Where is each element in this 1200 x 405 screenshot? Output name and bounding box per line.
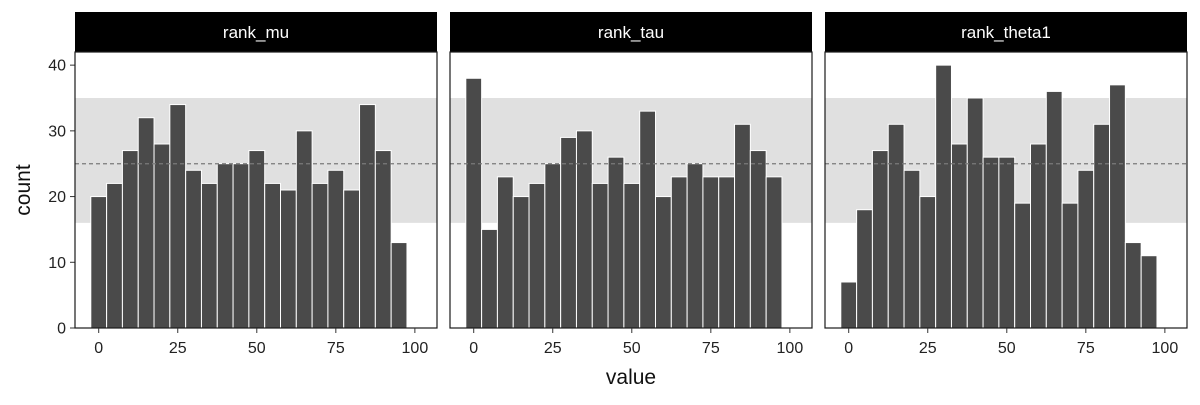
x-tick-label: 75 [327, 340, 345, 357]
histogram-bar [1124, 242, 1142, 329]
histogram-bar [465, 77, 483, 329]
histogram-bar [1093, 123, 1111, 329]
y-tick-label: 30 [48, 123, 66, 140]
x-tick-label: 75 [1077, 340, 1095, 357]
histogram-bar [1109, 84, 1126, 329]
panel-rank-theta1: rank_theta1 0 25 50 75 100 [824, 12, 1188, 357]
x-tick-label: 25 [169, 340, 187, 357]
histogram-bar [670, 176, 688, 329]
histogram-bar [639, 110, 657, 329]
x-tick-label: 50 [623, 340, 641, 357]
histogram-bar [1077, 169, 1095, 329]
x-tick-label: 0 [469, 340, 478, 357]
histogram-bar [919, 196, 937, 329]
histogram-bar [327, 169, 345, 329]
y-axis-title: count [12, 164, 35, 216]
x-tick-label: 0 [94, 340, 103, 357]
x-tick-label: 100 [1152, 340, 1179, 357]
strip-label: rank_mu [223, 23, 289, 42]
histogram-bar [560, 136, 577, 329]
panel-border [449, 51, 813, 329]
y-tick-label: 10 [48, 255, 66, 272]
histogram-bar [169, 104, 187, 329]
x-tick-label: 75 [702, 340, 720, 357]
histogram-bar [623, 182, 641, 329]
histogram-bar [544, 163, 562, 329]
histogram-bar [982, 156, 1000, 329]
x-tick-label: 100 [777, 340, 804, 357]
panel-rank-tau: rank_tau 0 25 50 75 100 [449, 12, 813, 357]
histogram-bar [106, 182, 123, 329]
histogram-bar [232, 163, 250, 329]
histogram-bar [1061, 202, 1079, 329]
histogram-bar [718, 176, 736, 329]
histogram-bar [481, 228, 498, 329]
histogram-bar [153, 143, 171, 329]
panel-rank-mu: rank_mu 0 25 50 75 100 [74, 12, 438, 357]
histogram-bar [998, 156, 1016, 329]
histogram-bar [359, 104, 376, 329]
y-tick-label: 0 [57, 321, 66, 338]
strip-label: rank_theta1 [961, 23, 1051, 42]
histogram-bar [856, 209, 873, 329]
strip-label: rank_tau [598, 23, 664, 42]
histogram-bar [295, 130, 313, 329]
histogram-bar [887, 123, 905, 329]
histogram-bar [686, 163, 704, 329]
panel-border [824, 51, 1188, 329]
histogram-bar [702, 176, 720, 329]
histogram-bar [248, 150, 266, 329]
histogram-bar [575, 130, 593, 329]
histogram-bar [216, 163, 234, 329]
histogram-bar [343, 189, 361, 329]
histogram-bar [512, 196, 530, 329]
histogram-bar [734, 123, 751, 329]
histogram-bar [903, 169, 921, 329]
y-tick-label: 20 [48, 189, 66, 206]
x-tick-label: 0 [844, 340, 853, 357]
histogram-bar [390, 242, 408, 329]
histogram-bar [840, 281, 858, 329]
histogram-bar [1014, 202, 1032, 329]
histogram-bar [1030, 143, 1047, 329]
x-tick-label: 25 [544, 340, 562, 357]
histogram-bar [137, 117, 155, 329]
histogram-bar [765, 176, 783, 329]
histogram-bar [749, 150, 767, 329]
histogram-bar [950, 143, 968, 329]
histogram-bar [966, 97, 984, 329]
histogram-bar [591, 182, 609, 329]
histogram-bar [311, 182, 329, 329]
histogram-bar [528, 182, 546, 329]
histogram-bar [607, 156, 625, 329]
histogram-bar [374, 150, 392, 329]
histogram-bar [1140, 255, 1158, 329]
strip-header [75, 12, 437, 52]
x-tick-label: 25 [919, 340, 937, 357]
histogram-bar [280, 189, 297, 329]
panel-border [74, 51, 438, 329]
histogram-bar [871, 150, 889, 329]
panels: 0 10 20 30 40 rank_mu 0 25 50 75 100 rank_tau 0 25 50 7… [48, 12, 1188, 357]
x-tick-label: 50 [248, 340, 266, 357]
strip-header [825, 12, 1187, 52]
histogram-bar [185, 169, 202, 329]
x-tick-label: 50 [998, 340, 1016, 357]
x-tick-label: 100 [402, 340, 429, 357]
strip-header [450, 12, 812, 52]
histogram-bar [264, 182, 282, 329]
histogram-bar [1045, 90, 1063, 329]
histogram-bar [121, 150, 139, 329]
histogram-bar [90, 196, 108, 329]
y-tick-label: 40 [48, 58, 66, 75]
x-axis-title: value [606, 366, 656, 389]
histogram-bar [496, 176, 514, 329]
histogram-bar [200, 182, 218, 329]
histogram-bar [935, 64, 952, 329]
histogram-bar [655, 196, 672, 329]
